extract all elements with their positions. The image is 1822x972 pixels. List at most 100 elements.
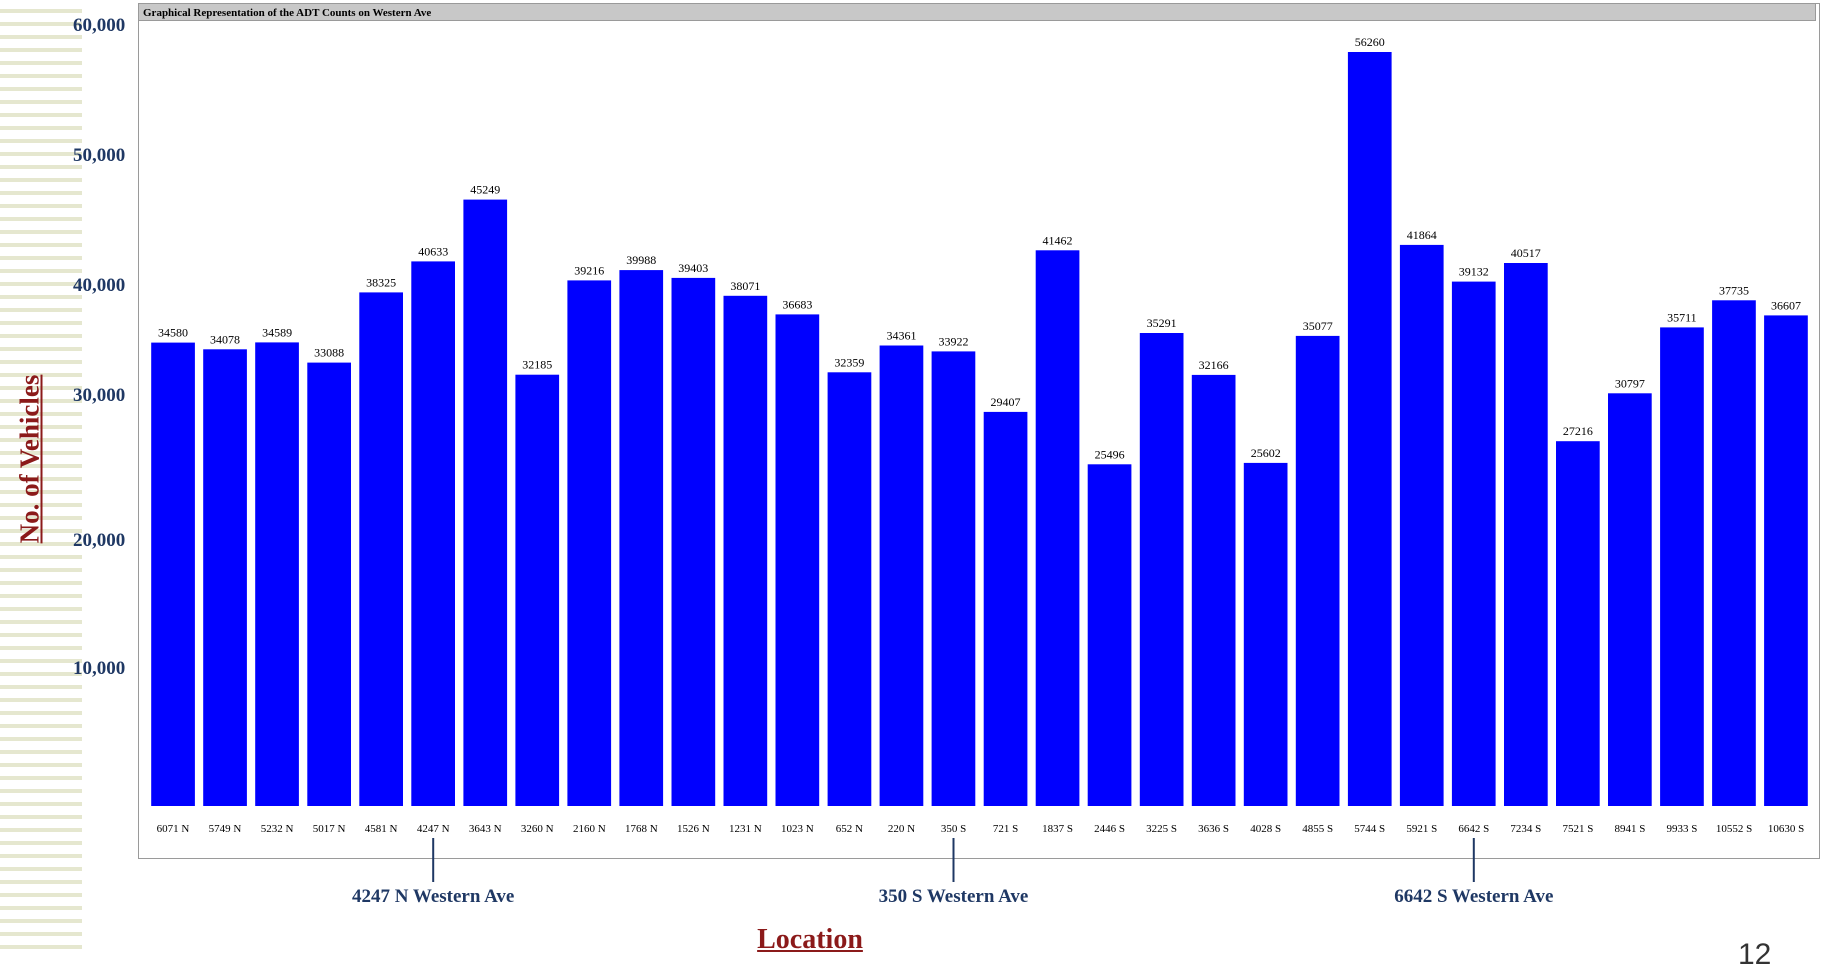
- bar: [1191, 374, 1236, 806]
- bar: [359, 292, 403, 806]
- y-tick-label: 50,000: [73, 145, 126, 166]
- bar: [723, 295, 768, 806]
- x-tick-label: 9933 S: [1666, 823, 1697, 835]
- bar: [515, 374, 560, 806]
- y-tick-label: 20,000: [73, 530, 126, 551]
- x-tick-label: 4581 N: [365, 823, 398, 835]
- bar-value-label: 34361: [887, 329, 917, 343]
- x-tick-label: 2160 N: [573, 823, 606, 835]
- bar: [1139, 333, 1184, 806]
- bar-value-label: 25602: [1251, 446, 1281, 460]
- bar: [1660, 327, 1704, 806]
- bar-value-label: 34078: [210, 332, 240, 346]
- bar: [411, 261, 455, 806]
- y-tick-label: 10,000: [73, 658, 126, 679]
- x-tick-label: 5744 S: [1354, 823, 1385, 835]
- bar-value-label: 38071: [730, 279, 760, 293]
- x-tick-label: 5921 S: [1406, 823, 1437, 835]
- bar: [1608, 393, 1652, 806]
- x-tick-label: 5017 N: [313, 823, 346, 835]
- bar-value-label: 35077: [1303, 319, 1333, 333]
- x-tick-label: 4247 N: [417, 823, 450, 835]
- bar: [1087, 464, 1132, 806]
- x-tick-label: 8941 S: [1614, 823, 1645, 835]
- bar-value-label: 34580: [158, 326, 188, 340]
- x-tick-label: 1837 S: [1042, 823, 1073, 835]
- location-annotation-label: 4247 N Western Ave: [351, 886, 515, 907]
- x-tick-label: 5749 N: [209, 823, 242, 835]
- x-tick-label: 4028 S: [1250, 823, 1281, 835]
- bar: [1295, 335, 1340, 806]
- x-tick-label: 6642 S: [1458, 823, 1489, 835]
- x-tick-label: 3225 S: [1146, 823, 1177, 835]
- location-annotation-label: 350 S Western Ave: [878, 886, 1029, 907]
- x-tick-label: 350 S: [941, 823, 966, 835]
- bar-value-label: 32359: [834, 355, 864, 369]
- bar-value-label: 36683: [782, 297, 812, 311]
- x-tick-label: 10552 S: [1716, 823, 1752, 835]
- bar: [1035, 250, 1080, 807]
- bar-value-label: 40633: [418, 244, 448, 258]
- x-axis-title: Location: [757, 924, 863, 955]
- bar-value-label: 25496: [1095, 447, 1125, 461]
- bar: [775, 314, 820, 806]
- page-number: 12: [1738, 938, 1772, 971]
- bar-value-label: 40517: [1511, 246, 1541, 260]
- x-tick-label: 6071 N: [157, 823, 190, 835]
- bar: [1347, 52, 1392, 806]
- bar: [1556, 441, 1600, 806]
- x-tick-label: 5232 N: [261, 823, 294, 835]
- bar-value-label: 33088: [314, 346, 344, 360]
- bar-value-label: 29407: [991, 395, 1021, 409]
- bar: [1764, 315, 1808, 806]
- x-tick-label: 3643 N: [469, 823, 502, 835]
- bar: [879, 345, 924, 806]
- bar-value-label: 34589: [262, 325, 292, 339]
- bar: [1451, 281, 1496, 807]
- bar: [827, 372, 872, 806]
- bar: [931, 351, 976, 806]
- bar-value-label: 33922: [939, 334, 969, 348]
- bar-value-label: 56260: [1355, 35, 1385, 49]
- decorative-side-stripes: [0, 0, 82, 957]
- bar-value-label: 38325: [366, 275, 396, 289]
- x-tick-label: 220 N: [888, 823, 915, 835]
- bar: [619, 270, 664, 807]
- bar-value-label: 45249: [470, 183, 500, 197]
- x-tick-label: 652 N: [836, 823, 863, 835]
- x-tick-label: 1768 N: [625, 823, 658, 835]
- x-tick-label: 3636 S: [1198, 823, 1229, 835]
- bar-value-label: 32166: [1199, 358, 1229, 372]
- bar: [671, 277, 716, 806]
- y-tick-label: 60,000: [73, 15, 126, 36]
- x-tick-label: 4855 S: [1302, 823, 1333, 835]
- bar-value-label: 27216: [1563, 424, 1593, 438]
- bar-value-label: 30797: [1615, 376, 1645, 390]
- bar: [307, 362, 351, 806]
- bar-value-label: 35291: [1147, 316, 1177, 330]
- bar-value-label: 41864: [1407, 228, 1437, 242]
- bar: [203, 349, 247, 806]
- bar-value-label: 32185: [522, 358, 552, 372]
- x-tick-label: 2446 S: [1094, 823, 1125, 835]
- bar-value-label: 36607: [1771, 298, 1801, 312]
- bar-value-label: 37735: [1719, 283, 1749, 297]
- bar: [1504, 263, 1548, 806]
- bar-value-label: 39216: [574, 263, 604, 277]
- x-tick-label: 7234 S: [1510, 823, 1541, 835]
- x-tick-label: 1231 N: [729, 823, 762, 835]
- bar: [1399, 244, 1444, 806]
- x-tick-label: 7521 S: [1562, 823, 1593, 835]
- bar-value-label: 41462: [1043, 233, 1073, 247]
- bar: [255, 342, 299, 806]
- bar: [567, 280, 612, 806]
- bar: [463, 199, 508, 807]
- x-tick-label: 10630 S: [1768, 823, 1804, 835]
- chart-title: Graphical Representation of the ADT Coun…: [138, 3, 1816, 21]
- y-tick-label: 30,000: [73, 385, 126, 406]
- y-tick-label: 40,000: [73, 275, 126, 296]
- x-tick-label: 3260 N: [521, 823, 554, 835]
- bar-value-label: 39403: [678, 261, 708, 275]
- bar: [1243, 462, 1288, 806]
